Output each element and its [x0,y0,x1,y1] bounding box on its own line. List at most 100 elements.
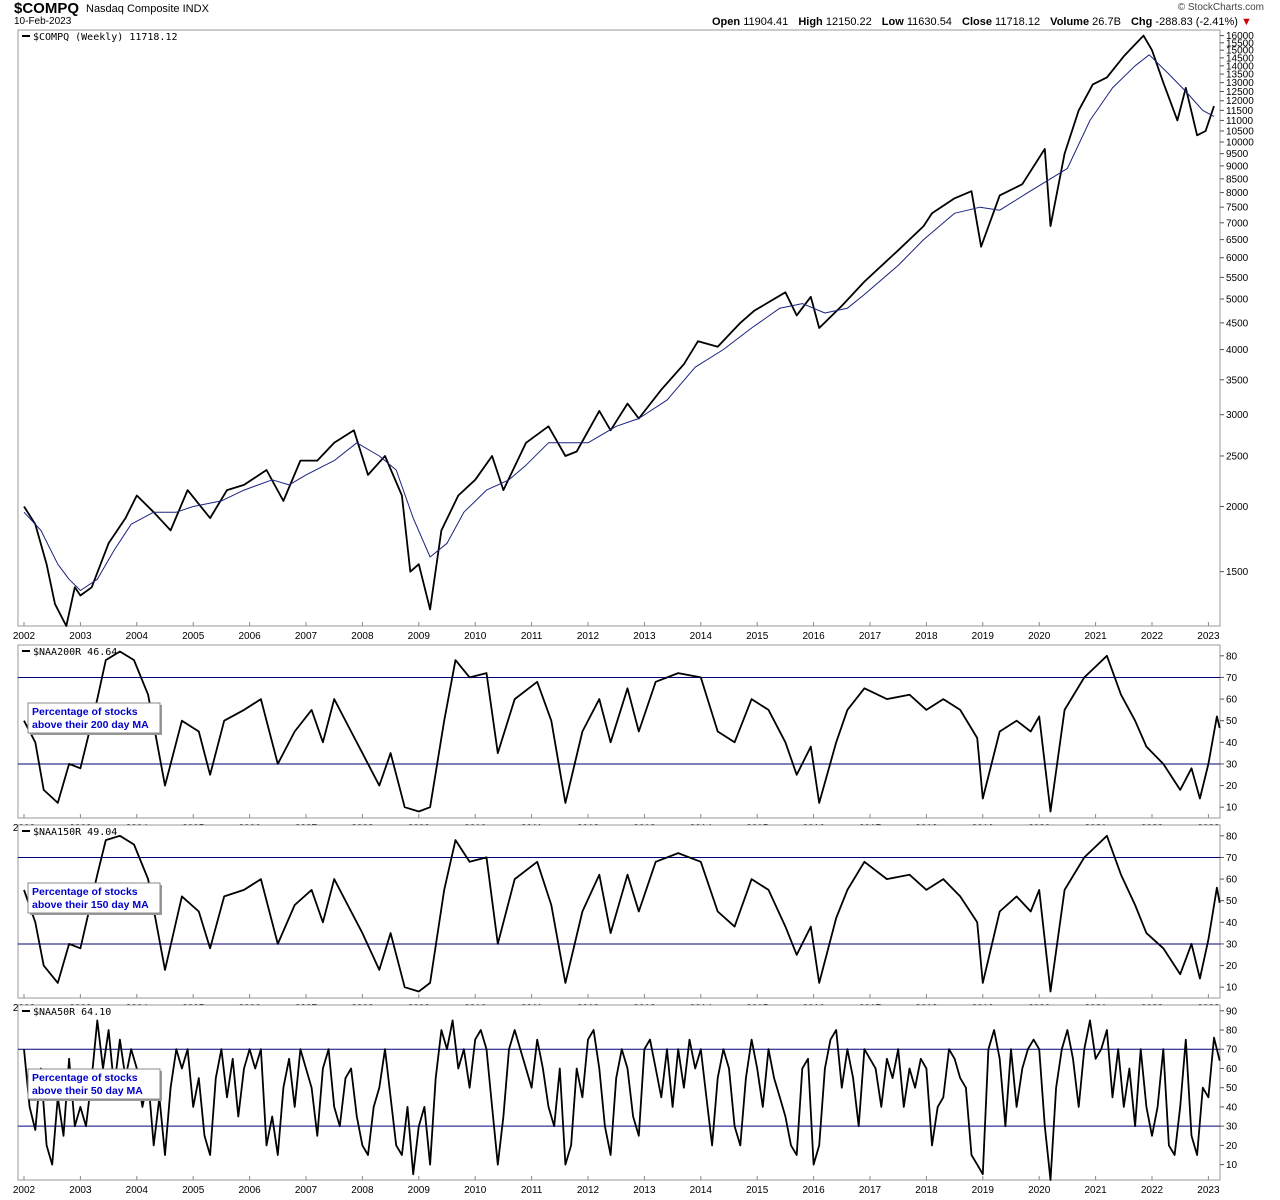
x-axis-label: 2013 [633,631,656,642]
annotation-text: Percentage of stocks [32,886,138,898]
x-axis-label: 2012 [577,631,600,642]
panel-legend: $NAA200R 46.64 [33,647,117,658]
x-axis-label: 2008 [351,1185,374,1196]
y-tick-label: 5500 [1226,273,1249,284]
y-tick-label: 80 [1226,1026,1238,1037]
high-label: High [798,16,823,28]
y-tick-label: 80 [1226,831,1238,842]
quote-bar: Open 11904.41 High 12150.22 Low 11630.54… [712,16,1252,28]
y-tick-label: 70 [1226,853,1238,864]
y-tick-label: 60 [1226,695,1238,706]
x-axis-label: 2002 [13,1185,36,1196]
y-tick-label: 14500 [1226,53,1254,64]
chart-panel-1: 1500 2000 2500 3000 3500 4000 4500 5000 5500 6000… [13,29,1254,642]
x-axis-label: 2007 [295,631,318,642]
x-axis-label: 2003 [69,1185,92,1196]
x-axis-label: 2015 [746,1185,769,1196]
x-axis-label: 2018 [915,1185,938,1196]
exchange-code: INDX [182,3,209,15]
y-tick-label: 13000 [1226,78,1254,89]
y-tick-label: 2000 [1226,502,1249,513]
x-axis-label: 2016 [802,631,825,642]
close-value: 11718.12 [995,16,1041,28]
x-axis-label: 2019 [972,631,995,642]
y-tick-label: 8000 [1226,188,1249,199]
y-tick-label: 70 [1226,1045,1238,1056]
chart-panel-4: 10 20 30 40 50 60 70 80 90 $NAA50R 64.10 Percentag… [13,1004,1238,1196]
volume-value: 26.7B [1092,16,1121,28]
annotation-box [27,882,161,914]
price-line [23,834,1221,993]
brand-logo: © StockCharts.com [1177,2,1264,13]
moving-average-line [23,54,1215,591]
panel-legend: $NAA150R 49.04 [33,827,117,838]
x-axis-label: 2006 [238,631,261,642]
y-tick-label: 11000 [1226,116,1254,127]
x-axis-label: 2020 [1028,1185,1051,1196]
low-value: 11630.54 [906,16,952,28]
x-axis-label: 2019 [972,1185,995,1196]
y-tick-label: 2500 [1226,451,1249,462]
x-axis-label: 2002 [13,631,36,642]
x-axis-label: 2008 [351,631,374,642]
y-tick-label: 90 [1226,1006,1238,1017]
low-label: Low [881,16,904,28]
y-tick-label: 70 [1226,673,1238,684]
x-axis-label: 2014 [690,1185,713,1196]
y-tick-label: 3000 [1226,410,1249,421]
x-axis-label: 2015 [746,631,769,642]
y-tick-label: 12500 [1226,87,1254,98]
y-tick-label: 50 [1226,896,1238,907]
volume-label: Volume [1050,16,1090,28]
y-tick-label: 40 [1226,738,1238,749]
y-tick-label: 10500 [1226,126,1254,137]
x-axis-label: 2011 [521,1185,543,1196]
open-label: Open [712,16,741,28]
x-axis-label: 2004 [126,631,149,642]
y-tick-label: 20 [1226,961,1238,972]
y-tick-label: 30 [1226,939,1238,950]
y-tick-label: 15000 [1226,46,1254,57]
x-axis-label: 2009 [408,631,431,642]
y-tick-label: 9000 [1226,161,1249,172]
x-axis-label: 2013 [633,1185,656,1196]
y-tick-label: 60 [1226,875,1238,886]
y-tick-label: 10000 [1226,138,1254,149]
y-tick-label: 50 [1226,1083,1238,1094]
y-tick-label: 13500 [1226,70,1254,81]
chart-date: 10-Feb-2023 [14,16,72,27]
y-tick-label: 3500 [1226,375,1249,386]
x-axis-label: 2017 [859,631,882,642]
y-tick-label: 5000 [1226,295,1249,306]
y-tick-label: 40 [1226,918,1238,929]
price-line [23,650,1221,813]
y-tick-label: 6000 [1226,253,1249,264]
y-tick-label: 30 [1226,759,1238,770]
x-axis-label: 2003 [69,631,92,642]
open-value: 11904.41 [743,16,789,28]
x-axis-label: 2023 [1197,631,1220,642]
chg-value: -288.83 (-2.41%) [1155,16,1238,28]
security-name: Nasdaq Composite [86,3,180,15]
y-tick-label: 6500 [1226,235,1249,246]
x-axis-label: 2010 [464,1185,487,1196]
y-tick-label: 20 [1226,781,1238,792]
chart-panel-3: 10 20 30 40 50 60 70 80 $NAA150R 49.04 Percentage… [13,824,1238,1014]
y-tick-label: 14000 [1226,61,1254,72]
panel-frame [17,1004,1221,1181]
high-value: 12150.22 [825,16,872,28]
annotation-text: Percentage of stocks [32,1072,138,1084]
x-axis-label: 2022 [1141,631,1164,642]
x-axis-label: 2014 [690,631,713,642]
close-label: Close [962,16,992,28]
y-tick-label: 30 [1226,1122,1238,1133]
y-tick-label: 15500 [1226,38,1254,49]
x-axis-label: 2021 [1084,631,1107,642]
down-arrow-icon: ▼ [1241,16,1252,28]
x-axis-label: 2009 [408,1185,431,1196]
panel-frame [17,29,1221,627]
panel-frame [17,644,1221,819]
y-tick-label: 7000 [1226,218,1249,229]
x-axis-label: 2004 [126,1185,149,1196]
annotation-text: Percentage of stocks [32,706,138,718]
